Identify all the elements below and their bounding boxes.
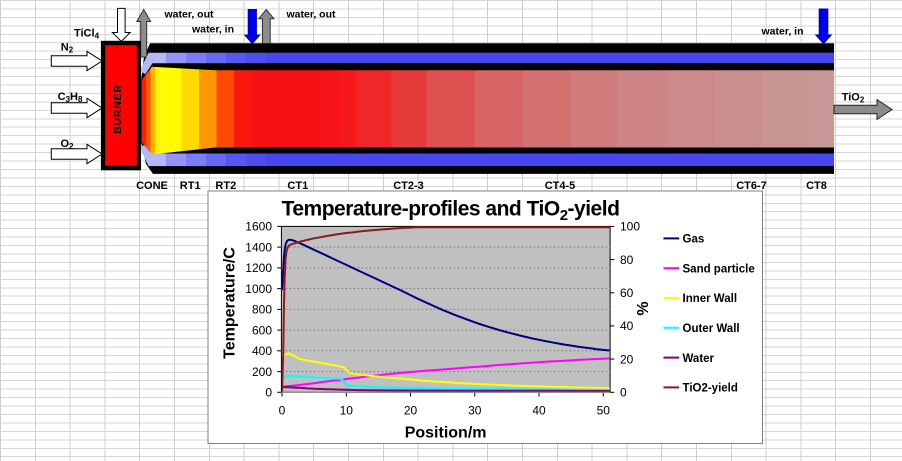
svg-text:10: 10 <box>340 404 354 418</box>
svg-text:60: 60 <box>620 286 634 300</box>
svg-text:water, in: water, in <box>760 26 803 38</box>
svg-text:TiO2: TiO2 <box>842 92 865 105</box>
svg-text:RT1: RT1 <box>180 180 201 192</box>
svg-text:1600: 1600 <box>245 220 272 234</box>
svg-text:water, in: water, in <box>191 24 234 36</box>
svg-text:water, out: water, out <box>163 9 214 21</box>
svg-text:O2: O2 <box>60 138 74 151</box>
svg-text:water, out: water, out <box>285 9 336 21</box>
svg-text:CONE: CONE <box>136 180 168 192</box>
svg-text:Inner Wall: Inner Wall <box>683 293 738 305</box>
svg-text:RT2: RT2 <box>215 180 236 192</box>
svg-text:TiO2-yield: TiO2-yield <box>683 383 738 395</box>
svg-text:20: 20 <box>620 352 634 366</box>
svg-text:100: 100 <box>620 220 640 234</box>
svg-text:%: % <box>635 301 652 315</box>
svg-text:1000: 1000 <box>245 282 272 296</box>
svg-text:0: 0 <box>279 404 286 418</box>
svg-text:CT1: CT1 <box>287 180 308 192</box>
svg-text:40: 40 <box>620 319 634 333</box>
svg-text:600: 600 <box>252 323 272 337</box>
svg-text:80: 80 <box>620 253 634 267</box>
svg-text:1200: 1200 <box>245 261 272 275</box>
svg-text:Water: Water <box>683 353 715 365</box>
svg-text:Outer Wall: Outer Wall <box>683 323 740 335</box>
svg-text:Temperature/C: Temperature/C <box>222 247 239 359</box>
svg-text:N2: N2 <box>61 42 74 55</box>
svg-text:C3H8: C3H8 <box>58 91 83 104</box>
svg-text:40: 40 <box>532 404 546 418</box>
svg-text:20: 20 <box>404 404 418 418</box>
svg-text:200: 200 <box>252 365 272 379</box>
svg-text:0: 0 <box>620 386 627 400</box>
svg-text:50: 50 <box>597 404 611 418</box>
svg-text:Temperature-profiles and TiO2-: Temperature-profiles and TiO2-yield <box>282 198 620 225</box>
svg-text:CT8: CT8 <box>806 180 827 192</box>
svg-text:Gas: Gas <box>683 234 705 246</box>
svg-text:CT6-7: CT6-7 <box>736 180 767 192</box>
svg-text:0: 0 <box>265 386 272 400</box>
svg-text:CT2-3: CT2-3 <box>393 180 424 192</box>
svg-text:TiCl4: TiCl4 <box>74 28 100 41</box>
svg-text:BURNER: BURNER <box>112 84 124 134</box>
svg-text:1400: 1400 <box>245 240 272 254</box>
svg-text:CT4-5: CT4-5 <box>545 180 576 192</box>
svg-text:Position/m: Position/m <box>405 425 487 442</box>
svg-text:Sand particle: Sand particle <box>683 263 755 275</box>
svg-text:800: 800 <box>252 303 272 317</box>
svg-text:30: 30 <box>468 404 482 418</box>
svg-text:400: 400 <box>252 344 272 358</box>
